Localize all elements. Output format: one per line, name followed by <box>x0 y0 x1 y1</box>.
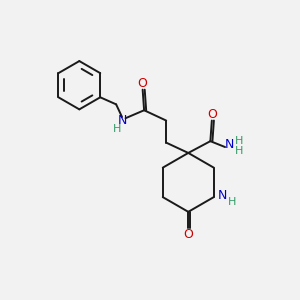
Text: H: H <box>228 196 236 206</box>
Text: H: H <box>235 146 243 156</box>
Text: O: O <box>207 108 217 121</box>
Text: N: N <box>225 139 234 152</box>
Text: H: H <box>235 136 243 146</box>
Text: O: O <box>138 77 148 90</box>
Text: O: O <box>183 228 193 241</box>
Text: N: N <box>217 189 227 202</box>
Text: N: N <box>117 114 127 127</box>
Text: H: H <box>112 124 121 134</box>
